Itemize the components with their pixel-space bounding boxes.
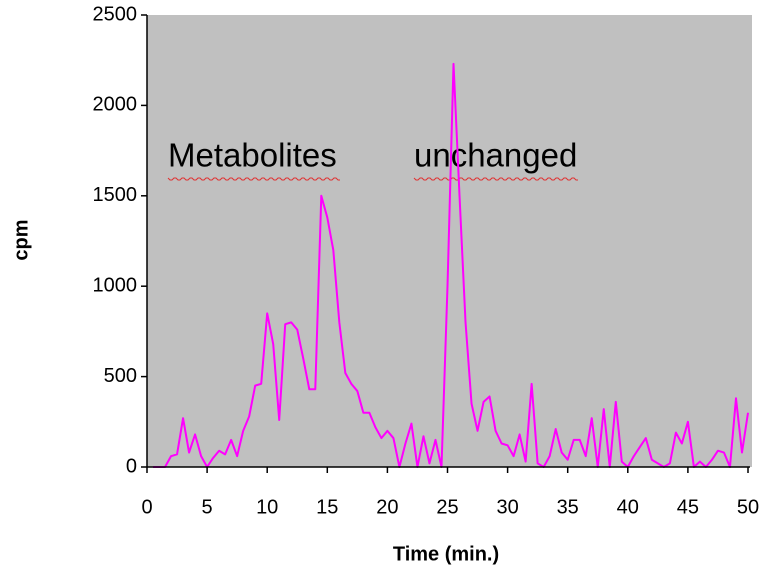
spellcheck-underline <box>167 177 340 181</box>
y-tick-label: 2500 <box>93 3 138 25</box>
x-tick-label: 40 <box>617 496 639 518</box>
x-axis-title: Time (min.) <box>393 543 499 565</box>
x-tick-label: 50 <box>737 496 759 518</box>
y-tick-label: 500 <box>104 365 137 387</box>
y-axis-title: cpm <box>10 219 32 260</box>
y-tick-label: 1000 <box>93 274 138 296</box>
data-line <box>153 62 749 468</box>
x-tick-label: 45 <box>677 496 699 518</box>
x-tick-label: 30 <box>496 496 518 518</box>
x-tick-label: 10 <box>256 496 278 518</box>
y-tick-label: 2000 <box>93 94 138 116</box>
x-tick-label: 20 <box>376 496 398 518</box>
x-tick-label: 5 <box>202 496 213 518</box>
y-tick-label: 1500 <box>93 184 138 206</box>
x-tick-label: 35 <box>557 496 579 518</box>
x-tick-label: 25 <box>436 496 458 518</box>
spellcheck-underline <box>413 177 578 181</box>
x-tick-label: 15 <box>316 496 338 518</box>
annotation: unchanged <box>414 137 577 174</box>
annotation: Metabolites <box>168 137 337 174</box>
y-tick-label: 0 <box>126 455 137 477</box>
x-tick-label: 0 <box>141 496 152 518</box>
